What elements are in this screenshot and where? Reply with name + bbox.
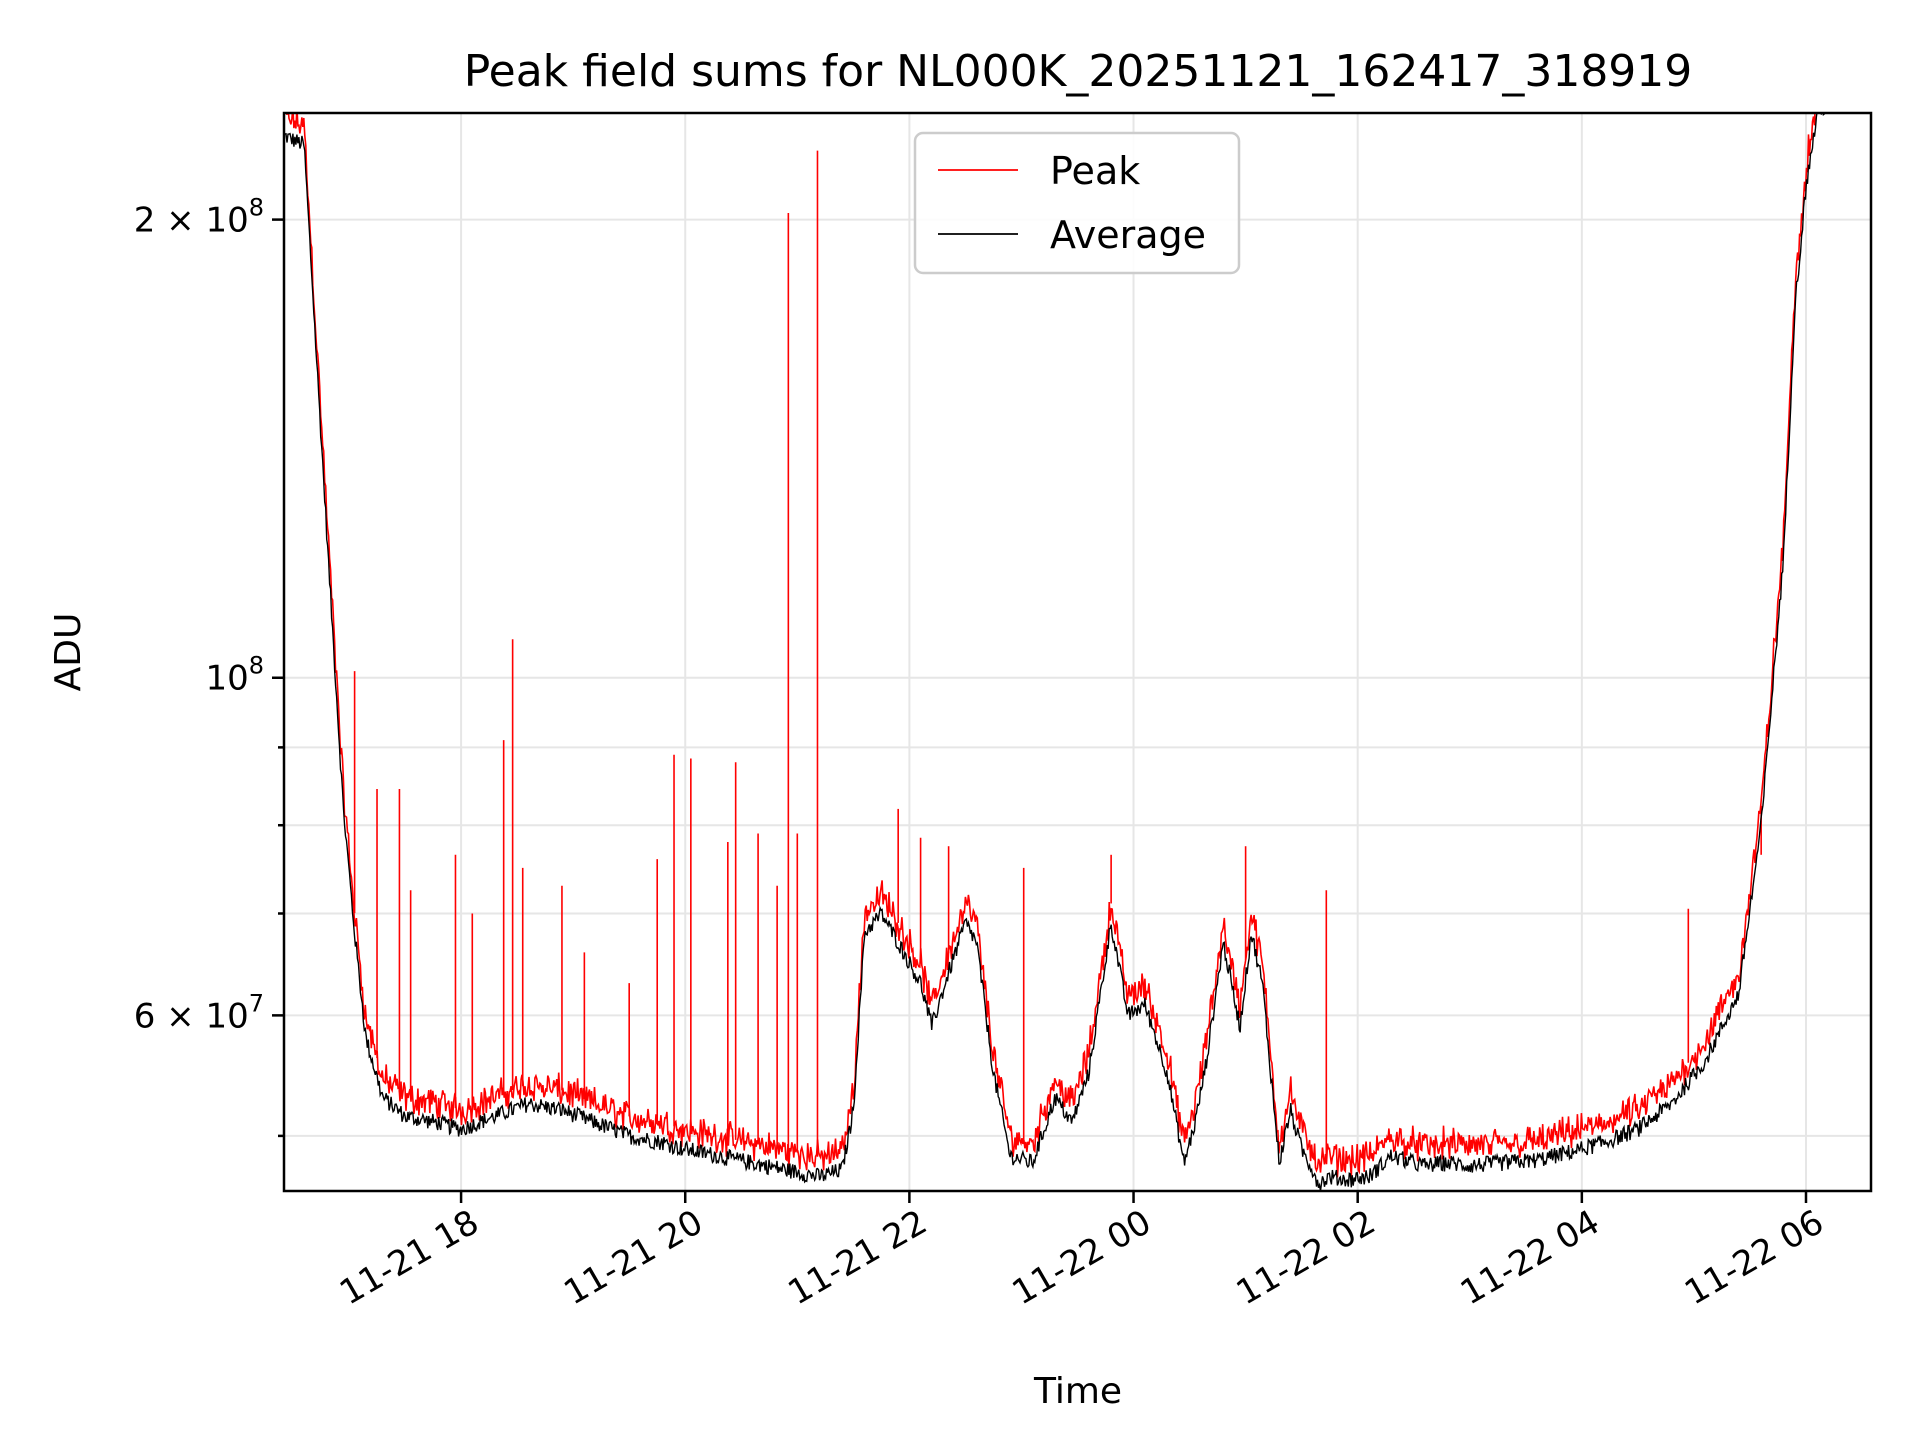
y-axis-label: ADU (48, 613, 89, 692)
legend-peak-label: Peak (1050, 149, 1140, 193)
y-tick-label: 6 × 107 (134, 989, 264, 1036)
y-tick-label: 108 (205, 652, 264, 699)
legend: Peak Average (913, 131, 1241, 275)
plot-frame (282, 111, 1873, 1193)
series-group (284, 113, 1826, 1191)
legend-box (913, 131, 1241, 275)
legend-average-label: Average (1050, 213, 1206, 257)
chart-title: Peak field sums for NL000K_20251121_1624… (464, 46, 1693, 97)
average-series-line (284, 113, 1826, 1191)
grid (284, 113, 1871, 1191)
x-axis-label: Time (1033, 1371, 1122, 1412)
y-tick-label: 2 × 108 (134, 194, 264, 241)
peak-series-line (284, 113, 1816, 1179)
